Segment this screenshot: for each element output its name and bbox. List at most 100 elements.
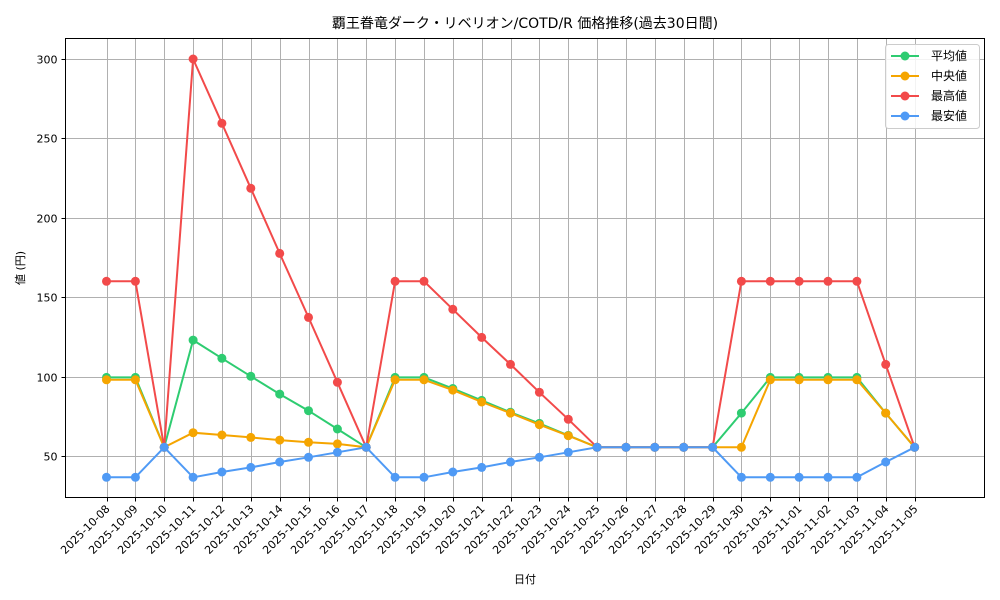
data-point[interactable] bbox=[448, 385, 458, 395]
data-point[interactable] bbox=[275, 248, 285, 258]
data-point[interactable] bbox=[332, 447, 342, 457]
data-point[interactable] bbox=[188, 54, 198, 64]
data-point[interactable] bbox=[881, 408, 891, 418]
data-point[interactable] bbox=[130, 472, 140, 482]
data-point[interactable] bbox=[246, 432, 256, 442]
y-tick-label: 300 bbox=[37, 54, 58, 67]
data-point[interactable] bbox=[332, 377, 342, 387]
legend-box bbox=[885, 44, 980, 129]
data-point[interactable] bbox=[188, 428, 198, 438]
data-point[interactable] bbox=[188, 472, 198, 482]
series-line bbox=[106, 338, 916, 451]
data-point[interactable] bbox=[765, 375, 775, 385]
data-point[interactable] bbox=[102, 472, 111, 482]
data-point[interactable] bbox=[679, 442, 689, 452]
data-point[interactable] bbox=[304, 437, 313, 447]
data-point[interactable] bbox=[506, 457, 515, 467]
data-point[interactable] bbox=[304, 406, 313, 416]
data-point[interactable] bbox=[477, 462, 487, 472]
data-point[interactable] bbox=[708, 442, 718, 452]
legend-item: 中央値 bbox=[891, 68, 967, 83]
data-point[interactable] bbox=[765, 276, 775, 286]
y-axis-label: 値 (円) bbox=[14, 251, 27, 285]
data-point[interactable] bbox=[361, 442, 371, 452]
data-point[interactable] bbox=[246, 462, 256, 472]
data-point[interactable] bbox=[563, 431, 573, 441]
data-point[interactable] bbox=[621, 442, 631, 452]
data-point[interactable] bbox=[506, 359, 515, 369]
data-point[interactable] bbox=[736, 276, 746, 286]
legend-marker-icon bbox=[900, 51, 910, 61]
data-point[interactable] bbox=[794, 276, 804, 286]
data-point[interactable] bbox=[448, 304, 458, 314]
chart-title: 覇王眷竜ダーク・リベリオン/COTD/R 価格推移(過去30日間) bbox=[332, 15, 718, 32]
data-point[interactable] bbox=[217, 430, 227, 440]
data-point[interactable] bbox=[534, 387, 544, 397]
legend-marker-icon bbox=[900, 91, 910, 101]
data-point[interactable] bbox=[390, 375, 400, 385]
data-point[interactable] bbox=[823, 472, 833, 482]
data-point[interactable] bbox=[332, 439, 342, 449]
data-point[interactable] bbox=[419, 375, 429, 385]
y-tick-label: 100 bbox=[37, 372, 58, 385]
data-point[interactable] bbox=[188, 335, 198, 345]
data-point[interactable] bbox=[765, 472, 775, 482]
legend-item: 最高値 bbox=[891, 88, 967, 103]
data-point[interactable] bbox=[736, 408, 746, 418]
data-point[interactable] bbox=[304, 312, 313, 322]
data-point[interactable] bbox=[563, 447, 573, 457]
data-point[interactable] bbox=[102, 375, 111, 385]
data-point[interactable] bbox=[159, 442, 169, 452]
data-point[interactable] bbox=[852, 276, 862, 286]
data-point[interactable] bbox=[794, 375, 804, 385]
data-point[interactable] bbox=[304, 452, 313, 462]
data-point[interactable] bbox=[852, 472, 862, 482]
data-point[interactable] bbox=[217, 118, 227, 128]
data-point[interactable] bbox=[794, 472, 804, 482]
data-point[interactable] bbox=[477, 397, 487, 407]
data-point[interactable] bbox=[130, 276, 140, 286]
data-point[interactable] bbox=[506, 408, 515, 418]
data-point[interactable] bbox=[246, 183, 256, 193]
data-point[interactable] bbox=[448, 467, 458, 477]
data-point[interactable] bbox=[217, 353, 227, 363]
data-point[interactable] bbox=[419, 276, 429, 286]
data-point[interactable] bbox=[419, 472, 429, 482]
data-point[interactable] bbox=[910, 442, 920, 452]
data-point[interactable] bbox=[852, 375, 862, 385]
data-point[interactable] bbox=[650, 442, 660, 452]
legend-label: 最安値 bbox=[931, 108, 967, 123]
data-point[interactable] bbox=[534, 420, 544, 430]
data-point[interactable] bbox=[477, 332, 487, 342]
series-1 bbox=[102, 375, 920, 452]
data-point[interactable] bbox=[390, 276, 400, 286]
legend-marker-icon bbox=[900, 71, 910, 81]
data-point[interactable] bbox=[390, 472, 400, 482]
data-point[interactable] bbox=[736, 442, 746, 452]
data-point[interactable] bbox=[823, 276, 833, 286]
data-point[interactable] bbox=[275, 389, 285, 399]
data-point[interactable] bbox=[275, 435, 285, 445]
data-point[interactable] bbox=[534, 452, 544, 462]
data-point[interactable] bbox=[130, 375, 140, 385]
data-point[interactable] bbox=[275, 457, 285, 467]
data-point[interactable] bbox=[563, 414, 573, 424]
data-point[interactable] bbox=[246, 371, 256, 381]
data-point[interactable] bbox=[102, 276, 111, 286]
y-tick-label: 250 bbox=[37, 133, 58, 146]
data-point[interactable] bbox=[217, 467, 227, 477]
y-tick-label: 150 bbox=[37, 292, 58, 305]
series-layer bbox=[102, 54, 920, 482]
y-tick-label: 50 bbox=[44, 451, 58, 464]
data-point[interactable] bbox=[592, 442, 602, 452]
data-point[interactable] bbox=[823, 375, 833, 385]
series-line bbox=[106, 58, 916, 451]
series-3 bbox=[102, 442, 920, 482]
legend-label: 中央値 bbox=[931, 68, 967, 83]
data-point[interactable] bbox=[332, 424, 342, 434]
data-point[interactable] bbox=[881, 457, 891, 467]
data-point[interactable] bbox=[736, 472, 746, 482]
plot-frame bbox=[65, 38, 985, 498]
data-point[interactable] bbox=[881, 359, 891, 369]
